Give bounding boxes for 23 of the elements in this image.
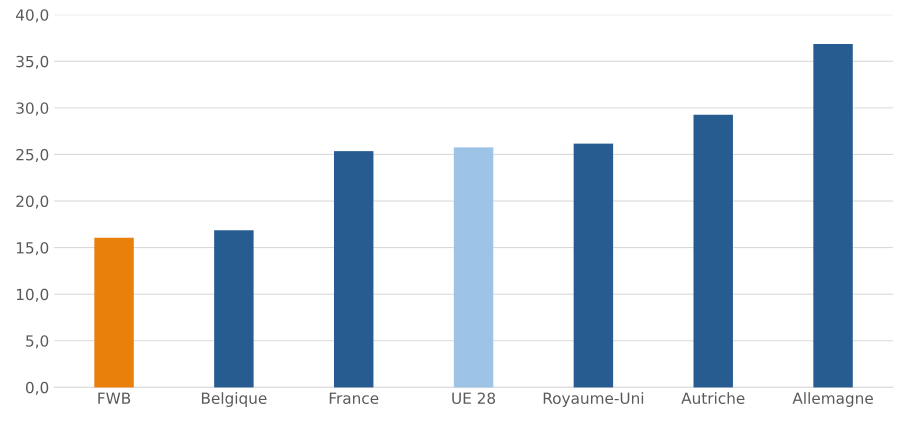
y-tick-label: 0,0 [26, 382, 48, 395]
x-tick-label: Belgique [202, 392, 266, 407]
x-tick-label: UE 28 [452, 392, 496, 404]
bar [94, 238, 134, 388]
y-tick-label: 20,0 [16, 195, 48, 209]
bar [214, 230, 254, 388]
x-tick-label: FWB [98, 392, 130, 404]
x-tick-label: France [330, 392, 378, 404]
y-tick-label: 25,0 [16, 148, 48, 162]
y-tick-label: 30,0 [16, 102, 48, 116]
x-tick-label: Autriche [681, 392, 744, 404]
bar [693, 114, 733, 388]
bar [813, 44, 853, 388]
x-tick-label: Royaume-Uni [544, 392, 644, 407]
y-tick-label: 40,0 [16, 9, 48, 22]
bar [334, 151, 374, 388]
bar [574, 144, 614, 388]
y-tick-label: 10,0 [16, 288, 48, 302]
y-tick-label: 15,0 [16, 242, 48, 256]
x-tick-label: Allemagne [792, 392, 873, 407]
y-tick-label: 35,0 [16, 56, 48, 69]
y-tick-label: 5,0 [26, 335, 48, 348]
bar [454, 147, 494, 388]
